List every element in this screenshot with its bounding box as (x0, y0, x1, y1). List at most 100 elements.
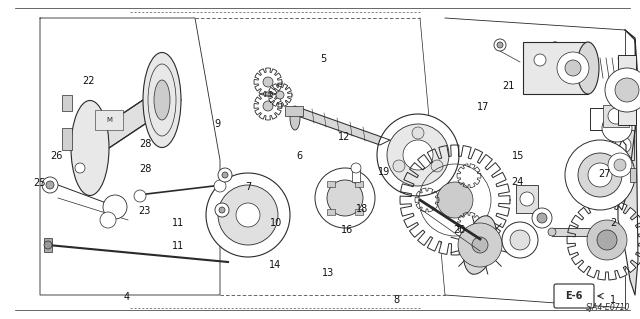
Text: E-6: E-6 (565, 291, 582, 301)
Text: 7: 7 (245, 182, 252, 192)
Text: 27: 27 (598, 169, 611, 179)
Bar (285, 106, 303, 116)
Text: 1: 1 (610, 295, 616, 305)
Text: 28: 28 (140, 138, 152, 149)
Circle shape (608, 108, 624, 124)
Circle shape (605, 68, 640, 112)
Bar (95, 110, 123, 130)
Circle shape (263, 101, 273, 111)
Ellipse shape (154, 80, 170, 120)
Circle shape (494, 39, 506, 51)
Circle shape (219, 207, 225, 213)
Circle shape (327, 180, 363, 216)
Circle shape (615, 137, 631, 153)
Text: 22: 22 (82, 76, 95, 86)
Text: 26: 26 (50, 151, 63, 161)
Circle shape (412, 127, 424, 139)
Ellipse shape (577, 42, 599, 94)
Ellipse shape (387, 124, 449, 186)
Text: 21: 21 (502, 81, 515, 91)
Bar (612, 130, 634, 160)
Circle shape (532, 208, 552, 228)
Circle shape (520, 192, 534, 206)
Text: 14: 14 (269, 260, 282, 270)
Circle shape (534, 54, 546, 66)
Circle shape (597, 230, 617, 250)
Text: 8: 8 (394, 295, 400, 305)
Circle shape (218, 185, 278, 245)
Circle shape (42, 177, 58, 193)
Circle shape (218, 168, 232, 182)
Circle shape (615, 78, 639, 102)
Circle shape (263, 77, 273, 87)
Circle shape (206, 173, 290, 257)
Circle shape (437, 182, 473, 218)
Bar (630, 168, 636, 182)
Bar (603, 105, 629, 127)
Bar (618, 55, 636, 125)
Polygon shape (567, 200, 640, 280)
Text: 9: 9 (214, 119, 221, 130)
Bar (62, 95, 72, 111)
Bar (352, 168, 360, 182)
Polygon shape (254, 68, 282, 96)
Text: 24: 24 (511, 177, 524, 187)
Text: 13: 13 (322, 268, 335, 278)
Circle shape (510, 230, 530, 250)
Polygon shape (415, 188, 439, 212)
Ellipse shape (143, 53, 181, 147)
Text: 23: 23 (138, 205, 150, 216)
Circle shape (351, 163, 361, 173)
Circle shape (497, 42, 503, 48)
Circle shape (214, 180, 226, 192)
Circle shape (393, 160, 405, 172)
Polygon shape (254, 92, 282, 120)
Circle shape (588, 163, 612, 187)
Circle shape (472, 237, 488, 253)
Circle shape (103, 195, 127, 219)
Circle shape (276, 91, 284, 99)
Text: 11: 11 (172, 218, 184, 228)
Ellipse shape (544, 42, 566, 94)
Text: 15: 15 (512, 151, 525, 161)
Text: 20: 20 (453, 225, 466, 235)
Ellipse shape (403, 140, 433, 170)
Circle shape (46, 181, 54, 189)
Text: 25: 25 (33, 178, 46, 189)
Circle shape (537, 213, 547, 223)
Ellipse shape (290, 106, 300, 130)
Circle shape (431, 160, 443, 172)
Circle shape (608, 153, 632, 177)
Polygon shape (615, 30, 638, 295)
Circle shape (236, 203, 260, 227)
Text: 11: 11 (172, 241, 184, 251)
Text: 6: 6 (296, 151, 303, 161)
Ellipse shape (377, 114, 459, 196)
Text: 5: 5 (320, 54, 326, 64)
Text: 12: 12 (338, 132, 351, 142)
Circle shape (587, 220, 627, 260)
Ellipse shape (463, 216, 497, 274)
Circle shape (215, 203, 229, 217)
Circle shape (614, 159, 626, 171)
Circle shape (44, 241, 52, 249)
Text: 16: 16 (341, 225, 354, 235)
Circle shape (458, 223, 502, 267)
Polygon shape (400, 145, 510, 255)
FancyBboxPatch shape (554, 284, 594, 308)
Bar (355, 209, 363, 215)
Bar (327, 209, 335, 215)
Polygon shape (295, 108, 390, 145)
Ellipse shape (548, 228, 556, 236)
Text: 18: 18 (355, 204, 368, 214)
Bar (552, 228, 607, 236)
Circle shape (222, 172, 228, 178)
Circle shape (134, 190, 146, 202)
Text: 28: 28 (140, 164, 152, 174)
Bar (327, 181, 335, 187)
Text: SJA4-E0710: SJA4-E0710 (586, 303, 630, 313)
Circle shape (100, 212, 116, 228)
Circle shape (75, 163, 85, 173)
Text: 17: 17 (477, 102, 490, 112)
Ellipse shape (602, 114, 632, 142)
